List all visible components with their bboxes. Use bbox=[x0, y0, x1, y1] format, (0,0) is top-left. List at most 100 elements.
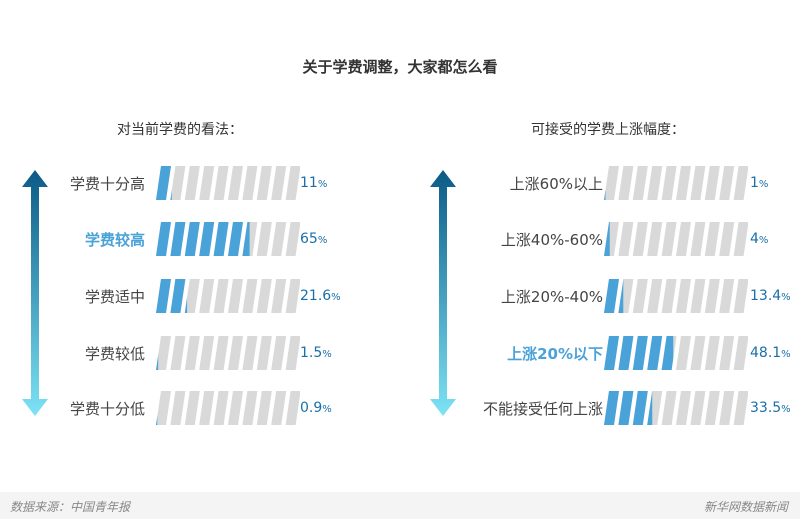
bar-fill-stripe bbox=[618, 279, 624, 313]
bar bbox=[604, 336, 748, 370]
bar-track-stripe bbox=[256, 279, 272, 313]
bar bbox=[604, 166, 748, 200]
category-label: 学费十分低 bbox=[69, 400, 145, 418]
bar-fill-stripe bbox=[604, 391, 619, 425]
bar-track-stripe bbox=[647, 279, 663, 313]
brand: 新华网数据新闻 bbox=[703, 500, 788, 514]
chart-title: 关于学费调整，大家都怎么看 bbox=[302, 58, 498, 76]
category-label: 不能接受任何上涨 bbox=[482, 400, 603, 418]
bar-track-stripe bbox=[285, 336, 300, 370]
bar-track-stripe bbox=[632, 222, 648, 256]
bar-track-stripe bbox=[690, 279, 706, 313]
bar-track-stripe bbox=[170, 391, 186, 425]
bar-track-stripe bbox=[170, 336, 186, 370]
bar-track-stripe bbox=[704, 222, 720, 256]
bar-track-stripe bbox=[199, 279, 215, 313]
category-label: 上涨20%-40% bbox=[500, 288, 603, 306]
bar bbox=[156, 166, 300, 200]
right-arrow-icon bbox=[430, 170, 456, 416]
bar-track-stripe bbox=[676, 336, 691, 370]
bar-track-stripe bbox=[256, 391, 272, 425]
bar-track-stripe bbox=[285, 166, 300, 200]
bar-track-stripe bbox=[184, 166, 200, 200]
bar-fill-stripe bbox=[632, 391, 648, 425]
bar-fill-stripe bbox=[604, 279, 619, 313]
bar-fill-stripe bbox=[647, 336, 663, 370]
bar-track-stripe bbox=[156, 336, 171, 370]
bar-track-stripe bbox=[271, 336, 287, 370]
value-unit: % bbox=[317, 179, 328, 190]
bar-track-stripe bbox=[256, 222, 272, 256]
bar-fill-stripe bbox=[242, 222, 250, 256]
bar-track-stripe bbox=[184, 336, 200, 370]
value-unit: % bbox=[322, 404, 332, 415]
bar-track-stripe bbox=[704, 336, 720, 370]
value-label: 21.6% bbox=[300, 288, 341, 304]
bar-fill-stripe bbox=[170, 222, 186, 256]
bar-fill-stripe bbox=[156, 222, 171, 256]
bar-fill-stripe bbox=[156, 279, 171, 313]
bar-track-stripe bbox=[618, 222, 634, 256]
value-label: 0.9% bbox=[300, 400, 332, 416]
bar-track-stripe bbox=[242, 391, 258, 425]
bar-track-stripe bbox=[676, 166, 691, 200]
bar-track-stripe bbox=[733, 336, 748, 370]
bar-track-stripe bbox=[618, 166, 634, 200]
value-number: 1.5 bbox=[300, 345, 323, 361]
bar bbox=[604, 279, 748, 313]
value-label: 48.1% bbox=[750, 345, 791, 361]
bar bbox=[156, 279, 300, 313]
bar-track-stripe bbox=[256, 336, 272, 370]
bar-track-stripe bbox=[676, 279, 691, 313]
bar bbox=[156, 336, 300, 370]
bar-track-stripe bbox=[199, 391, 215, 425]
category-label: 学费较低 bbox=[84, 345, 145, 363]
bar-track-stripe bbox=[719, 391, 735, 425]
bar-track-stripe bbox=[704, 279, 720, 313]
bar-track-stripe bbox=[199, 166, 215, 200]
value-label: 33.5% bbox=[750, 400, 791, 416]
bar-track-stripe bbox=[285, 391, 300, 425]
bar-track-stripe bbox=[228, 391, 243, 425]
bar-track-stripe bbox=[242, 279, 258, 313]
bar-track-stripe bbox=[690, 336, 706, 370]
category-label: 学费十分高 bbox=[69, 175, 145, 193]
value-number: 11 bbox=[300, 175, 318, 191]
bar-track-stripe bbox=[704, 166, 720, 200]
bar-fill-stripe bbox=[170, 279, 186, 313]
value-number: 65 bbox=[300, 231, 318, 247]
right-chart-title: 可接受的学费上涨幅度： bbox=[531, 122, 685, 138]
bar-fill-stripe bbox=[604, 222, 610, 256]
bar-track-stripe bbox=[604, 166, 619, 200]
value-number: 48.1 bbox=[750, 345, 782, 361]
bar-fill-stripe bbox=[213, 222, 229, 256]
value-number: 21.6 bbox=[300, 288, 332, 304]
left-chart-title: 对当前学费的看法： bbox=[117, 122, 243, 138]
bar-fill-stripe bbox=[647, 391, 653, 425]
bar-track-stripe bbox=[632, 279, 648, 313]
bar-fill-stripe bbox=[661, 336, 674, 370]
bar-track-stripe bbox=[719, 336, 735, 370]
bar-track-stripe bbox=[271, 166, 287, 200]
bar-track-stripe bbox=[228, 166, 243, 200]
bar-track-stripe bbox=[647, 222, 663, 256]
bar-track-stripe bbox=[256, 166, 272, 200]
value-unit: % bbox=[758, 179, 769, 190]
bar-track-stripe bbox=[733, 166, 748, 200]
value-label: 13.4% bbox=[750, 288, 791, 304]
left-arrow-icon bbox=[22, 170, 48, 416]
bar-track-stripe bbox=[733, 279, 748, 313]
bar-track-stripe bbox=[271, 222, 287, 256]
value-unit: % bbox=[331, 292, 341, 303]
bar-track-stripe bbox=[690, 166, 706, 200]
source-note: 数据来源：中国青年报 bbox=[10, 500, 131, 514]
value-number: 33.5 bbox=[750, 400, 782, 416]
bar-track-stripe bbox=[228, 279, 243, 313]
value-label: 11% bbox=[300, 175, 327, 191]
value-unit: % bbox=[781, 404, 791, 415]
bar-track-stripe bbox=[676, 222, 691, 256]
bar-track-stripe bbox=[719, 166, 735, 200]
category-label: 上涨60%以上 bbox=[509, 175, 603, 193]
value-number: 0.9 bbox=[300, 400, 323, 416]
value-number: 13.4 bbox=[750, 288, 782, 304]
